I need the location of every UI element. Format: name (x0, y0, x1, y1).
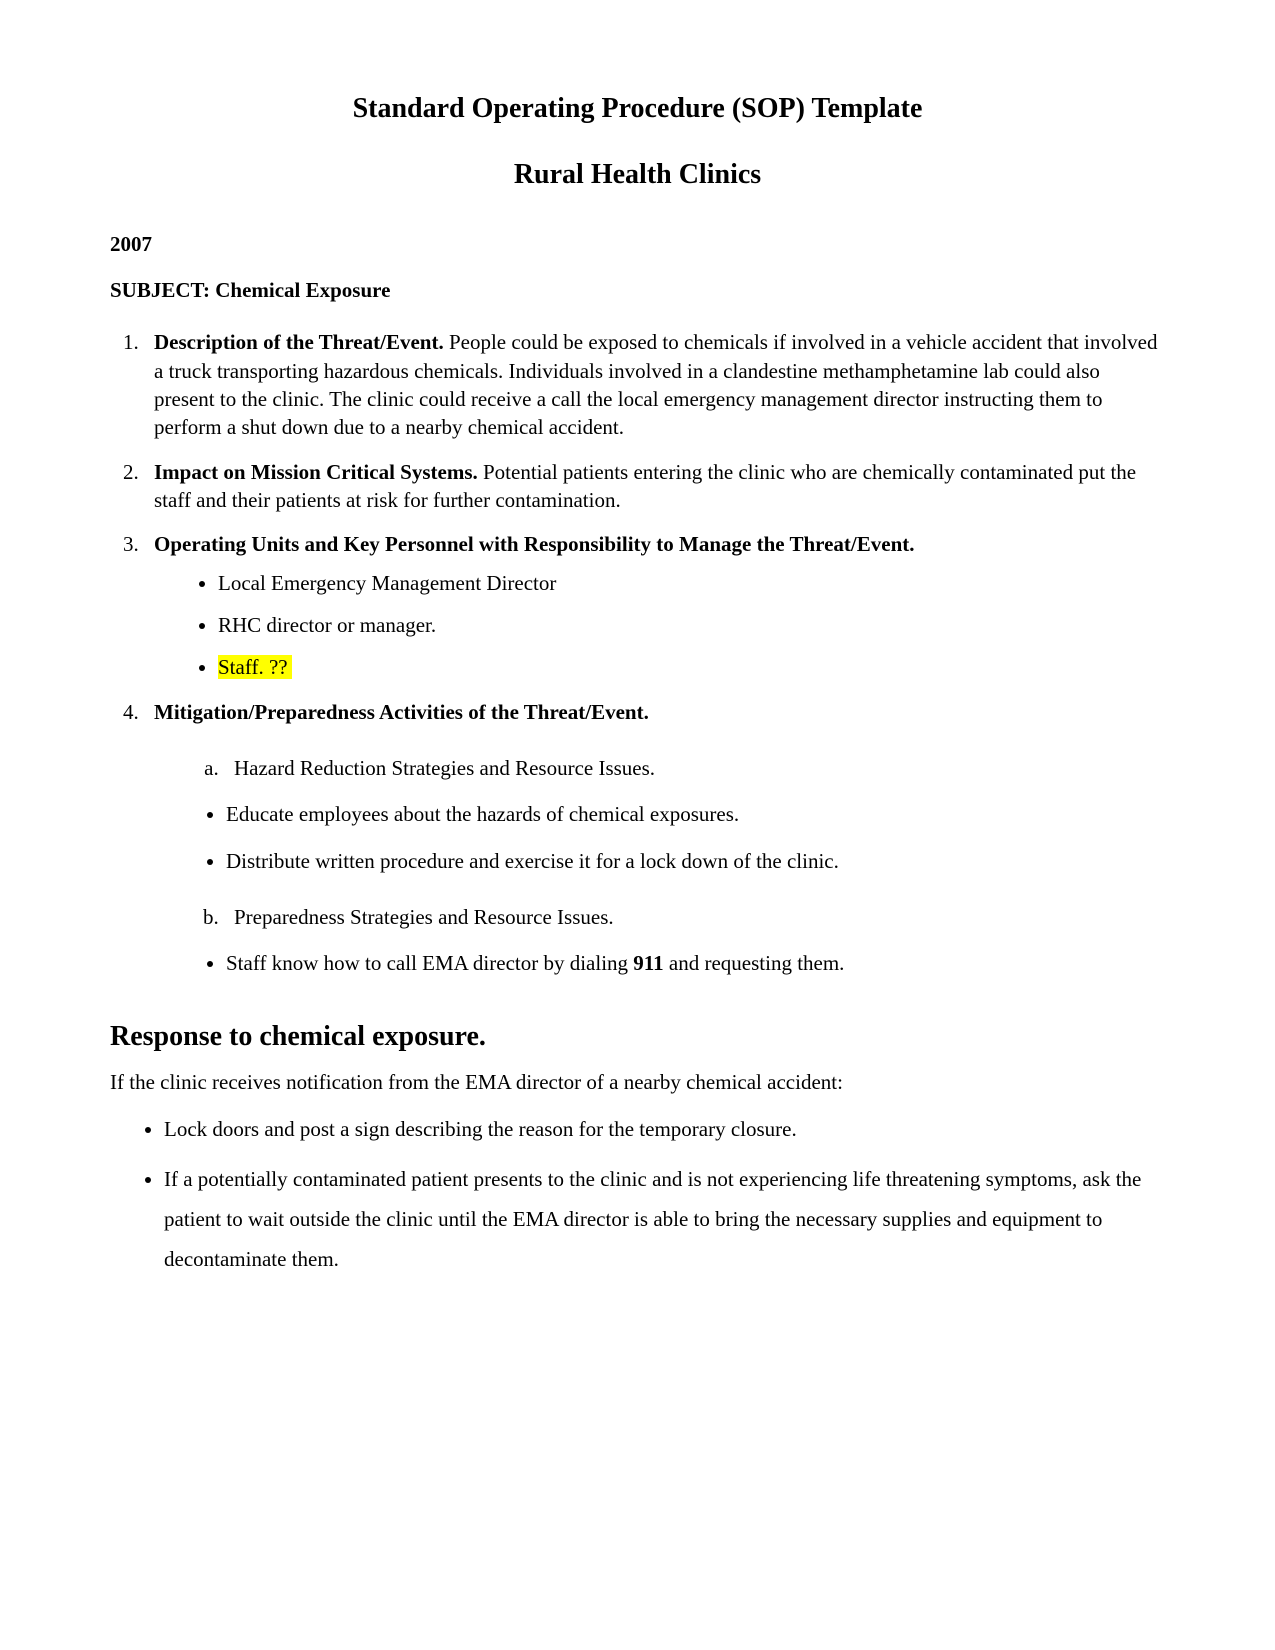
document-year: 2007 (110, 230, 1165, 258)
response-bullet-list: Lock doors and post a sign describing th… (110, 1110, 1165, 1280)
sub-bullet-list: Staff know how to call EMA director by d… (154, 949, 1165, 977)
item-heading: Mitigation/Preparedness Activities of th… (154, 700, 649, 724)
item-heading: Operating Units and Key Personnel with R… (154, 532, 915, 556)
list-item: Local Emergency Management Director (218, 569, 1165, 597)
item-description: Description of the Threat/Event. People … (144, 328, 1165, 441)
highlight: Staff. ?? (218, 655, 292, 679)
lettered-list-b: Preparedness Strategies and Resource Iss… (154, 903, 1165, 931)
bullet-list: Local Emergency Management Director RHC … (154, 569, 1165, 682)
response-heading: Response to chemical exposure. (110, 1018, 1165, 1056)
document-title-2: Rural Health Clinics (110, 156, 1165, 194)
list-item: Educate employees about the hazards of c… (226, 800, 1165, 828)
sub-bullet-list: Educate employees about the hazards of c… (154, 800, 1165, 875)
text-pre: Staff know how to call EMA director by d… (226, 951, 633, 975)
item-impact: Impact on Mission Critical Systems. Pote… (144, 458, 1165, 515)
document-title-1: Standard Operating Procedure (SOP) Templ… (110, 90, 1165, 128)
lettered-list-a: Hazard Reduction Strategies and Resource… (154, 754, 1165, 782)
list-item: If a potentially contaminated patient pr… (164, 1160, 1165, 1280)
list-item: Hazard Reduction Strategies and Resource… (224, 754, 1165, 782)
response-lead: If the clinic receives notification from… (110, 1068, 1165, 1096)
subject-label: SUBJECT: (110, 278, 210, 302)
list-item: RHC director or manager. (218, 611, 1165, 639)
main-ordered-list: Description of the Threat/Event. People … (110, 328, 1165, 978)
list-item: Preparedness Strategies and Resource Iss… (224, 903, 1165, 931)
item-heading: Description of the Threat/Event. (154, 330, 444, 354)
document-page: Standard Operating Procedure (SOP) Templ… (0, 0, 1275, 1650)
text-bold: 911 (633, 951, 663, 975)
list-item: Staff know how to call EMA director by d… (226, 949, 1165, 977)
list-item-highlighted: Staff. ?? (218, 653, 1165, 681)
item-heading: Impact on Mission Critical Systems. (154, 460, 478, 484)
list-item: Lock doors and post a sign describing th… (164, 1110, 1165, 1150)
item-operating-units: Operating Units and Key Personnel with R… (144, 530, 1165, 681)
subject-value: Chemical Exposure (215, 278, 390, 302)
text-post: and requesting them. (664, 951, 845, 975)
item-mitigation: Mitigation/Preparedness Activities of th… (144, 698, 1165, 978)
list-item: Distribute written procedure and exercis… (226, 847, 1165, 875)
subject-line: SUBJECT: Chemical Exposure (110, 276, 1165, 304)
